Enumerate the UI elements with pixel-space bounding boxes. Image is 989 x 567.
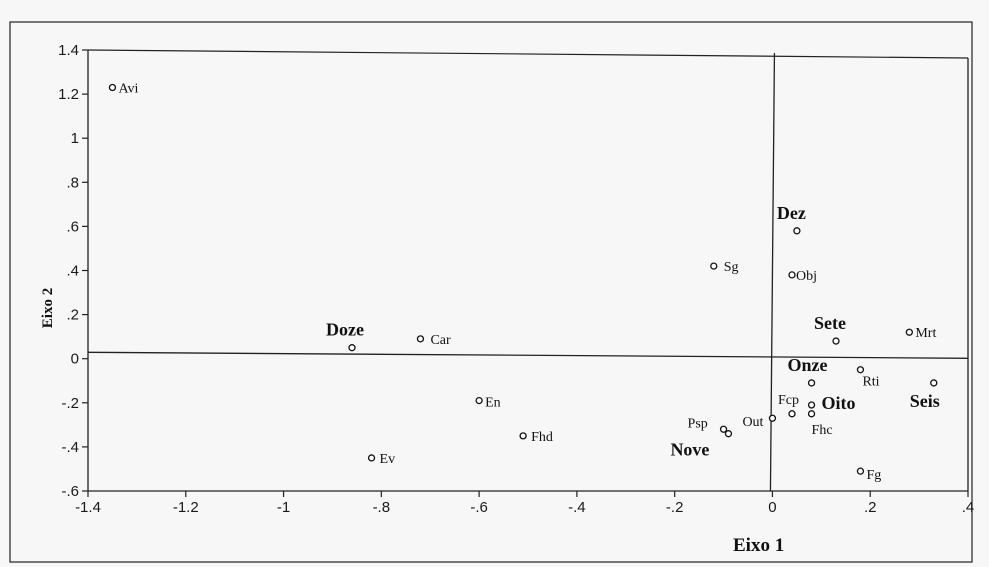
y-tick-label: .4 [66,263,79,280]
point-out-label: Out [742,415,763,430]
point-dez-label: Dez [777,203,806,223]
x-axis-title: Eixo 1 [733,535,784,556]
point-doze-label: Doze [326,320,364,340]
point-car-marker [416,335,425,343]
point-avi-marker [108,83,117,92]
point-car-label: Car [430,333,451,348]
x-axis-ticks: -1.4 -1.2 -1 -.8 -.6 -.4 -.2 0 .2 .4 [75,491,974,516]
point-sete-marker [832,337,840,345]
x-tick-label: -.8 [373,499,391,516]
point-seis-label: Seis [910,391,940,411]
horizontal-reference-line [87,351,969,359]
point-nove-marker [724,430,733,438]
y-tick-label: -.2 [61,395,79,412]
point-fhc-marker [807,410,816,418]
point-psp-marker [719,425,728,433]
point-sete-label: Sete [814,313,846,333]
x-tick-label: .2 [864,499,877,516]
point-sg-marker [710,262,718,270]
point-fcp-marker [788,410,796,418]
point-fhd-label: Fhd [531,430,553,445]
point-seis-marker [930,379,938,387]
x-tick-label: -.2 [666,499,684,516]
point-sg-label: Sg [724,260,739,275]
x-tick-label: 0 [768,499,776,516]
point-fg-marker [856,467,865,475]
y-tick-label: 1.2 [58,86,79,103]
x-tick-label: -.6 [470,499,488,516]
point-ev-marker [367,454,376,462]
y-tick-label: 1 [71,130,79,147]
reference-lines [87,52,969,492]
point-en-label: En [485,396,501,411]
point-fhd-marker [519,432,527,440]
plot-frame [87,49,969,492]
x-tick-label: -.4 [568,499,586,516]
y-tick-label: -.6 [61,483,79,500]
point-obj-label: Obj [796,269,817,284]
point-dez-marker [793,227,801,235]
y-tick-label: 1.4 [58,42,79,59]
y-axis-title: Eixo 2 [40,288,56,328]
point-oito-label: Oito [822,393,856,413]
y-tick-label: 0 [71,351,79,368]
point-out-marker [768,414,777,422]
point-obj-marker [788,271,796,279]
y-tick-label: -.4 [61,439,79,456]
point-onze-marker [807,379,816,387]
x-tick-label: -1 [277,499,290,516]
vertical-reference-line [769,52,776,492]
point-psp-label: Psp [688,416,708,431]
point-fhc-label: Fhc [812,423,833,438]
point-oito-marker [807,401,816,409]
point-onze-label: Onze [788,355,828,375]
point-en-marker [475,396,483,405]
point-fg-label: Fg [866,468,881,483]
x-tick-label: -1.4 [75,499,101,516]
point-mrt-label: Mrt [915,326,936,341]
y-axis-ticks: -.6 -.4 -.2 0 .2 .4 .6 .8 1 1.2 1.4 [58,42,88,500]
data-points: Avi Dez Sg Obj Doze Car Sete Mrt Onze Rti Seis En Fc… [108,81,940,483]
point-avi-label: Avi [118,81,138,96]
x-tick-label: -1.2 [173,499,199,516]
y-tick-label: .6 [66,218,79,235]
point-ev-label: Ev [380,452,396,467]
x-tick-label: .4 [962,499,975,516]
top-frame-line [87,49,969,59]
point-rti-label: Rti [862,375,879,390]
point-doze-marker [348,344,356,352]
point-mrt-marker [905,328,913,336]
point-fcp-label: Fcp [778,393,799,408]
point-rti-marker [856,366,865,374]
y-tick-label: .8 [66,174,79,191]
point-nove-label: Nove [670,440,709,460]
y-tick-label: .2 [66,307,79,324]
figure-border [9,21,973,563]
